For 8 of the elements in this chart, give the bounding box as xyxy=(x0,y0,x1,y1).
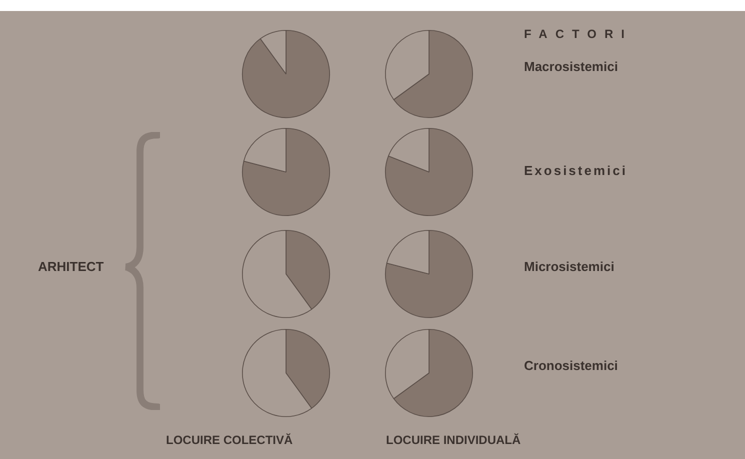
text: Macrosistemici xyxy=(524,59,618,74)
text: LOCUIRE COLECTIVĂ xyxy=(166,433,293,447)
text: Microsistemici xyxy=(524,259,614,274)
text: Exosistemici xyxy=(524,163,628,178)
text: FACTORI xyxy=(524,27,632,41)
text: Cronosistemici xyxy=(524,358,618,373)
text: LOCUIRE INDIVIDUALĂ xyxy=(386,433,521,447)
text: ARHITECT xyxy=(38,259,104,274)
